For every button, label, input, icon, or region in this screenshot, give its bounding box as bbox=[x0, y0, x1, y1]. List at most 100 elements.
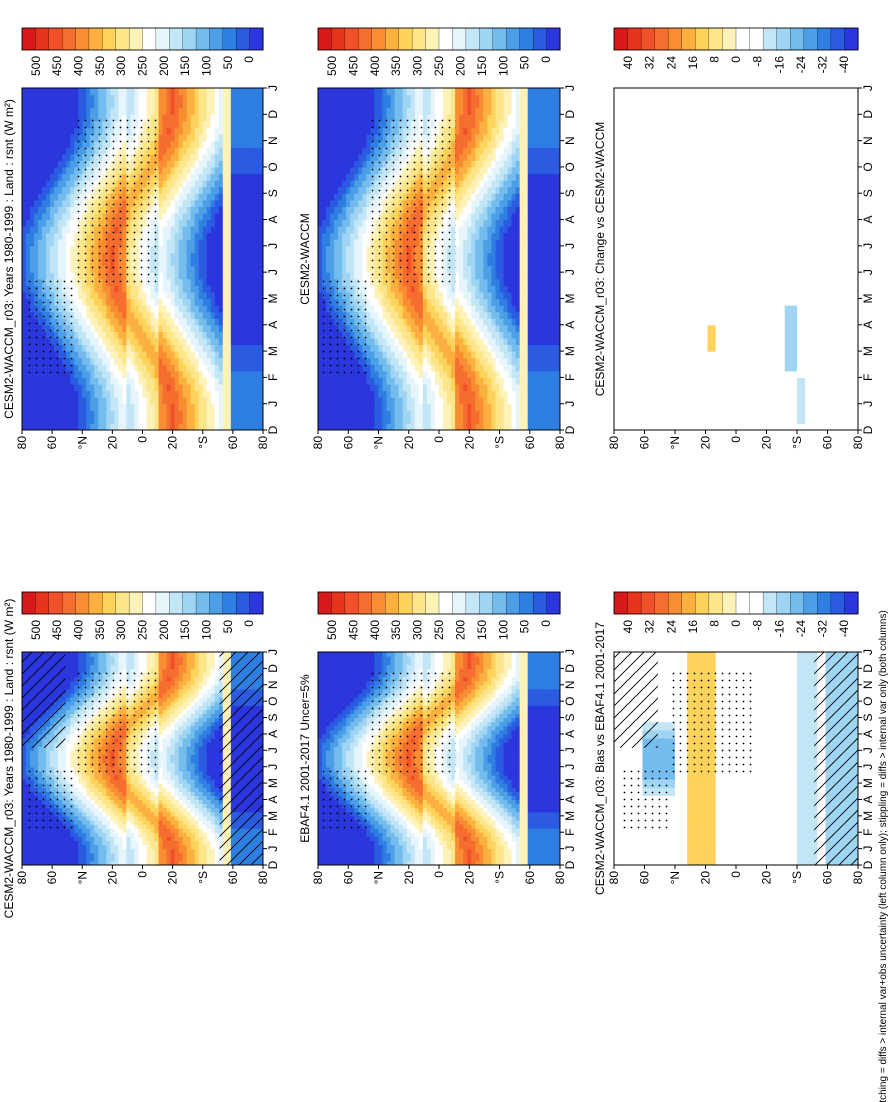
heatmap-cell bbox=[34, 423, 39, 430]
heatmap-cell bbox=[70, 180, 75, 188]
heatmap-cell bbox=[34, 762, 39, 768]
heatmap-cell bbox=[62, 403, 67, 411]
heatmap-cell bbox=[150, 807, 156, 813]
heatmap-cell bbox=[154, 416, 160, 425]
heatmap-cell bbox=[154, 832, 160, 837]
heatmap-cell bbox=[142, 799, 148, 805]
heatmap-cell bbox=[30, 219, 35, 227]
heatmap-cell bbox=[26, 423, 31, 430]
heatmap-cell bbox=[110, 410, 115, 418]
heatmap-cell bbox=[146, 836, 152, 842]
heatmap-cell bbox=[146, 664, 152, 669]
heatmap-cell bbox=[34, 758, 39, 764]
heatmap-cell bbox=[30, 127, 35, 135]
heatmap-cell bbox=[74, 656, 79, 661]
heatmap-cell bbox=[22, 298, 27, 306]
heatmap-cell bbox=[198, 840, 204, 846]
heatmap-cell bbox=[70, 383, 75, 392]
heatmap-cell bbox=[126, 860, 132, 865]
heatmap-cell bbox=[58, 153, 63, 161]
heatmap-cell bbox=[154, 357, 160, 365]
heatmap-cell bbox=[198, 676, 204, 682]
heatmap-cell bbox=[58, 186, 63, 194]
heatmap-cell bbox=[186, 852, 192, 858]
heatmap-cell bbox=[54, 390, 59, 398]
heatmap-cell bbox=[114, 416, 119, 425]
heatmap-cell bbox=[190, 668, 196, 674]
heatmap-cell bbox=[62, 750, 67, 756]
heatmap-cell bbox=[78, 824, 83, 829]
heatmap-cell bbox=[94, 660, 99, 665]
heatmap-cell bbox=[186, 840, 192, 846]
heatmap-cell bbox=[70, 265, 75, 273]
heatmap-cell bbox=[114, 298, 119, 306]
heatmap-cell bbox=[30, 212, 35, 221]
heatmap-cell bbox=[42, 403, 47, 411]
heatmap-cell bbox=[190, 713, 196, 719]
heatmap-cell bbox=[66, 390, 71, 398]
heatmap-cell bbox=[42, 272, 47, 280]
heatmap-cell bbox=[170, 856, 176, 862]
heatmap-cell bbox=[154, 397, 160, 405]
heatmap-cell bbox=[62, 423, 67, 430]
heatmap-cell bbox=[202, 778, 208, 784]
heatmap-cell bbox=[202, 692, 208, 698]
heatmap-cell bbox=[170, 721, 176, 727]
heatmap-cell bbox=[214, 725, 220, 731]
heatmap-cell bbox=[86, 824, 91, 829]
heatmap-cell bbox=[194, 725, 200, 731]
heatmap-cell bbox=[146, 324, 152, 332]
heatmap-cell bbox=[170, 848, 176, 854]
heatmap-cell bbox=[194, 676, 200, 682]
heatmap-cell bbox=[154, 370, 160, 378]
heatmap-cell bbox=[138, 795, 144, 801]
heatmap-cell bbox=[90, 305, 95, 313]
heatmap-cell bbox=[138, 403, 144, 411]
heatmap-cell bbox=[186, 860, 192, 865]
heatmap-cell bbox=[38, 193, 43, 201]
heatmap-cell bbox=[142, 337, 148, 346]
heatmap-cell bbox=[186, 717, 192, 723]
heatmap-cell bbox=[162, 758, 168, 764]
heatmap-cell bbox=[150, 828, 156, 833]
heatmap-cell bbox=[186, 733, 192, 739]
heatmap-cell bbox=[90, 860, 95, 865]
heatmap-cell bbox=[118, 660, 124, 665]
heatmap-cell bbox=[150, 774, 156, 780]
heatmap-cell bbox=[82, 856, 87, 862]
heatmap-cell bbox=[78, 860, 83, 865]
colorbar-segment bbox=[195, 591, 210, 615]
heatmap-cell bbox=[26, 226, 31, 234]
heatmap-cell bbox=[214, 750, 220, 756]
heatmap-cell bbox=[98, 848, 103, 854]
heatmap-cell bbox=[210, 860, 216, 865]
heatmap-cell bbox=[94, 291, 99, 300]
colorbar-label: 50 bbox=[221, 620, 235, 634]
heatmap-cell bbox=[166, 762, 172, 768]
heatmap-cell bbox=[178, 692, 184, 698]
heatmap-cell bbox=[30, 226, 35, 234]
heatmap-cell bbox=[22, 397, 27, 405]
heatmap-cell bbox=[94, 107, 99, 115]
heatmap-cell bbox=[186, 778, 192, 784]
heatmap-cell bbox=[34, 94, 39, 102]
heatmap-cell bbox=[214, 774, 220, 780]
heatmap-cell bbox=[162, 688, 168, 694]
heatmap-cell bbox=[142, 370, 148, 378]
heatmap-cell bbox=[22, 344, 27, 352]
heatmap-cell bbox=[50, 410, 55, 418]
heatmap-cell bbox=[166, 840, 172, 846]
heatmap-cell bbox=[102, 377, 107, 385]
heatmap-cell bbox=[194, 680, 200, 686]
heatmap-cell bbox=[90, 383, 95, 392]
heatmap-cell bbox=[190, 762, 196, 768]
heatmap-cell bbox=[202, 791, 208, 796]
colorbar-segment bbox=[209, 591, 224, 615]
heatmap-cell bbox=[62, 212, 67, 221]
heatmap-cell bbox=[126, 331, 132, 339]
heatmap-cell bbox=[182, 684, 188, 690]
heatmap-cell bbox=[78, 815, 83, 821]
heatmap-cell bbox=[134, 377, 140, 385]
heatmap-cell bbox=[74, 416, 79, 425]
heatmap-cell bbox=[26, 856, 31, 862]
